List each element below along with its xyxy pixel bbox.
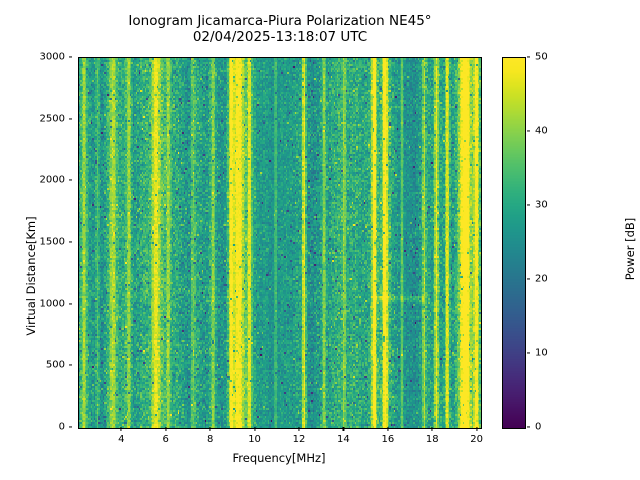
colorbar-tick-label-40: 40 [535, 125, 548, 137]
x-tick-label-4: 4 [118, 434, 125, 445]
colorbar-tick-mark [526, 130, 530, 132]
colorbar-tick-mark [526, 426, 530, 428]
x-tick-mark [342, 427, 344, 431]
x-tick-label-6: 6 [162, 434, 169, 445]
colorbar-tick-label-0: 0 [535, 421, 542, 433]
x-tick-label-16: 16 [381, 434, 395, 445]
y-tick-mark [68, 303, 72, 305]
y-tick-label-0: 0 [58, 421, 65, 433]
x-tick-label-20: 20 [470, 434, 484, 445]
colorbar-label: Power [dB] [623, 217, 637, 281]
x-tick-mark [254, 427, 256, 431]
x-tick-mark [209, 427, 211, 431]
y-tick-label-1500: 1500 [39, 236, 65, 248]
colorbar-tick-mark [526, 56, 530, 58]
colorbar-axis: 0 10 20 30 40 50 [502, 52, 592, 433]
x-tick-mark [165, 427, 167, 431]
colorbar [502, 57, 526, 429]
y-tick-mark [68, 241, 72, 243]
y-axis-label: Virtual Distance[Km] [24, 216, 38, 336]
figure-title-line2: 02/04/2025-13:18:07 UTC [192, 28, 368, 45]
y-tick-mark [68, 56, 72, 58]
y-axis: Virtual Distance[Km] 0 500 1000 1500 2000 250… [0, 52, 72, 433]
y-tick-label-500: 500 [45, 359, 65, 371]
x-tick-mark [476, 427, 478, 431]
colorbar-gradient [503, 58, 525, 428]
colorbar-tick-label-20: 20 [535, 273, 548, 285]
x-axis: Frequency[MHz] 4 6 8 10 12 14 16 18 20 [78, 427, 484, 477]
ionogram-plot-area [78, 57, 482, 429]
colorbar-tick-mark [526, 278, 530, 280]
x-tick-mark [298, 427, 300, 431]
colorbar-tick-label-30: 30 [535, 199, 548, 211]
y-tick-mark [68, 426, 72, 428]
y-tick-label-3000: 3000 [39, 51, 65, 63]
y-tick-mark [68, 118, 72, 120]
colorbar-tick-label-10: 10 [535, 347, 548, 359]
x-tick-label-8: 8 [206, 434, 214, 445]
x-tick-mark [431, 427, 433, 431]
x-tick-mark [120, 427, 122, 431]
y-tick-mark [68, 364, 72, 366]
x-tick-mark [387, 427, 389, 431]
x-tick-label-18: 18 [425, 434, 439, 445]
x-tick-label-12: 12 [292, 434, 306, 445]
colorbar-tick-mark [526, 204, 530, 206]
ionogram-heatmap-image [79, 58, 481, 428]
figure-title: Ionogram Jicamarca-Piura Polarization NE… [0, 13, 560, 46]
colorbar-tick-label-50: 50 [535, 51, 548, 63]
y-tick-label-1000: 1000 [39, 298, 65, 310]
x-axis-label: Frequency[MHz] [232, 451, 326, 465]
x-tick-label-14: 14 [337, 434, 350, 445]
y-tick-label-2500: 2500 [39, 113, 65, 125]
y-tick-label-2000: 2000 [39, 174, 65, 186]
colorbar-tick-mark [526, 352, 530, 354]
x-tick-label-10: 10 [248, 434, 261, 445]
figure-title-line1: Ionogram Jicamarca-Piura Polarization NE… [128, 13, 432, 29]
y-tick-mark [68, 179, 72, 181]
